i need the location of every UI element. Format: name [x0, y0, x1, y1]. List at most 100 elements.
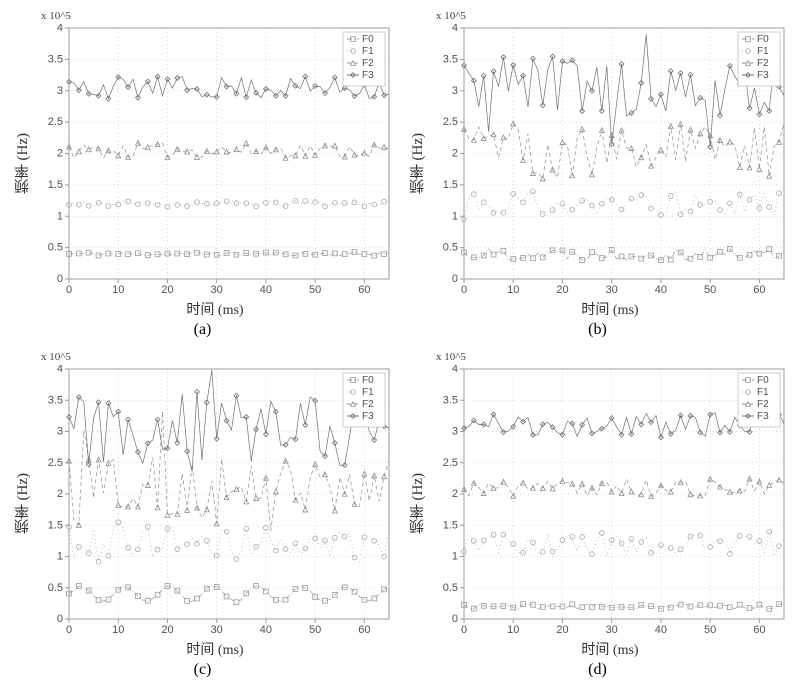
y-exponent: x 10^5 — [35, 351, 395, 365]
panel-d: 频率 (Hz) x 10^5 0 10 20 30 40 50 60 0 0.5 1 1.5 2 2.5… — [405, 351, 790, 681]
svg-text:1: 1 — [452, 551, 458, 563]
svg-text:0: 0 — [452, 273, 458, 285]
svg-text:F0: F0 — [757, 34, 769, 45]
svg-text:3: 3 — [57, 85, 63, 97]
svg-text:F2: F2 — [362, 58, 374, 69]
sublabel-a: (a) — [194, 321, 212, 341]
sublabel-d: (d) — [588, 661, 607, 681]
svg-text:0: 0 — [461, 284, 467, 296]
svg-text:3.5: 3.5 — [443, 53, 458, 65]
panel-a: 频率 (Hz) x 10^5 010203040506000.511.522.5… — [10, 10, 395, 341]
plot-c: 0 10 20 30 40 50 60 0 0.5 1 1.5 2 2.5 3 3.5 4 F0F1F2F3 — [35, 365, 395, 639]
xlabel: 时间 (ms) — [430, 299, 790, 317]
sublabel-b: (b) — [588, 321, 607, 341]
svg-text:40: 40 — [260, 284, 272, 296]
svg-text:1.5: 1.5 — [48, 519, 63, 531]
panel-b: 频率 (Hz) x 10^5 010203040506000.511.522.5… — [405, 10, 790, 341]
svg-text:30: 30 — [606, 624, 618, 636]
svg-text:10: 10 — [112, 624, 124, 636]
svg-text:30: 30 — [211, 284, 223, 296]
svg-text:F1: F1 — [362, 46, 374, 57]
svg-text:0: 0 — [57, 613, 63, 625]
svg-text:F2: F2 — [362, 399, 374, 410]
svg-text:0: 0 — [452, 613, 458, 625]
svg-text:40: 40 — [260, 624, 272, 636]
svg-text:0: 0 — [66, 284, 72, 296]
svg-text:50: 50 — [309, 284, 321, 296]
svg-text:40: 40 — [655, 624, 667, 636]
xlabel: 时间 (ms) — [35, 299, 395, 317]
y-exponent: x 10^5 — [35, 10, 395, 24]
svg-text:1: 1 — [57, 551, 63, 563]
plot-d: 010203040506000.511.522.533.54F0F1F2F3 — [430, 365, 790, 639]
svg-text:4: 4 — [452, 24, 458, 34]
plot-b: 010203040506000.511.522.533.54F0F1F2F3 — [430, 24, 790, 299]
svg-text:2.5: 2.5 — [443, 457, 458, 469]
y-exponent: x 10^5 — [430, 10, 790, 24]
svg-text:0: 0 — [66, 624, 72, 636]
svg-text:3.5: 3.5 — [443, 394, 458, 406]
svg-text:0.5: 0.5 — [48, 242, 63, 254]
svg-text:F3: F3 — [362, 411, 374, 422]
panel-c: 频率 (Hz) x 10^5 010203040506000.511.522.5… — [10, 351, 395, 681]
ylabel: 频率 (Hz) — [405, 473, 430, 534]
svg-text:50: 50 — [704, 624, 716, 636]
svg-text:0.5: 0.5 — [443, 242, 458, 254]
svg-text:4: 4 — [57, 365, 63, 375]
svg-text:40: 40 — [655, 284, 667, 296]
svg-text:0.5: 0.5 — [443, 582, 458, 594]
xlabel: 时间 (ms) — [35, 639, 395, 657]
svg-text:30: 30 — [211, 624, 223, 636]
svg-text:60: 60 — [358, 624, 370, 636]
svg-text:F2: F2 — [757, 399, 769, 410]
svg-text:60: 60 — [753, 624, 765, 636]
svg-text:30: 30 — [606, 284, 618, 296]
svg-text:2: 2 — [57, 148, 63, 160]
sublabel-c: (c) — [194, 661, 212, 681]
svg-text:4: 4 — [452, 365, 458, 375]
svg-text:50: 50 — [704, 284, 716, 296]
y-exponent: x 10^5 — [430, 351, 790, 365]
svg-text:F1: F1 — [362, 387, 374, 398]
plot-a: 010203040506000.511.522.533.54F0F1F2F3 — [35, 24, 395, 299]
svg-text:2.5: 2.5 — [443, 116, 458, 128]
ylabel: 频率 (Hz) — [10, 133, 35, 194]
svg-text:50: 50 — [309, 624, 321, 636]
ylabel: 频率 (Hz) — [405, 133, 430, 194]
svg-text:2: 2 — [452, 488, 458, 500]
svg-text:3.5: 3.5 — [48, 53, 63, 65]
svg-text:F2: F2 — [757, 58, 769, 69]
svg-text:F0: F0 — [362, 375, 374, 386]
svg-text:20: 20 — [556, 624, 568, 636]
svg-text:1: 1 — [452, 210, 458, 222]
svg-text:20: 20 — [161, 624, 173, 636]
svg-text:10: 10 — [507, 284, 519, 296]
svg-text:3.5: 3.5 — [48, 394, 63, 406]
svg-text:F3: F3 — [757, 411, 769, 422]
svg-text:10: 10 — [507, 624, 519, 636]
svg-text:60: 60 — [753, 284, 765, 296]
svg-text:2.5: 2.5 — [48, 457, 63, 469]
svg-text:F3: F3 — [757, 70, 769, 81]
svg-text:3: 3 — [57, 426, 63, 438]
svg-text:2: 2 — [452, 148, 458, 160]
svg-text:3: 3 — [452, 426, 458, 438]
svg-text:F1: F1 — [757, 46, 769, 57]
svg-text:1.5: 1.5 — [443, 179, 458, 191]
svg-text:1.5: 1.5 — [443, 519, 458, 531]
svg-text:10: 10 — [112, 284, 124, 296]
svg-text:2.5: 2.5 — [48, 116, 63, 128]
svg-text:0: 0 — [57, 273, 63, 285]
svg-text:F0: F0 — [362, 34, 374, 45]
svg-text:0.5: 0.5 — [48, 582, 63, 594]
svg-text:60: 60 — [358, 284, 370, 296]
svg-text:F0: F0 — [757, 375, 769, 386]
svg-text:4: 4 — [57, 24, 63, 34]
xlabel: 时间 (ms) — [430, 639, 790, 657]
svg-text:3: 3 — [452, 85, 458, 97]
subplot-grid: 频率 (Hz) x 10^5 010203040506000.511.522.5… — [0, 0, 800, 691]
svg-text:F3: F3 — [362, 70, 374, 81]
svg-text:0: 0 — [461, 624, 467, 636]
svg-text:2: 2 — [57, 488, 63, 500]
svg-text:20: 20 — [161, 284, 173, 296]
